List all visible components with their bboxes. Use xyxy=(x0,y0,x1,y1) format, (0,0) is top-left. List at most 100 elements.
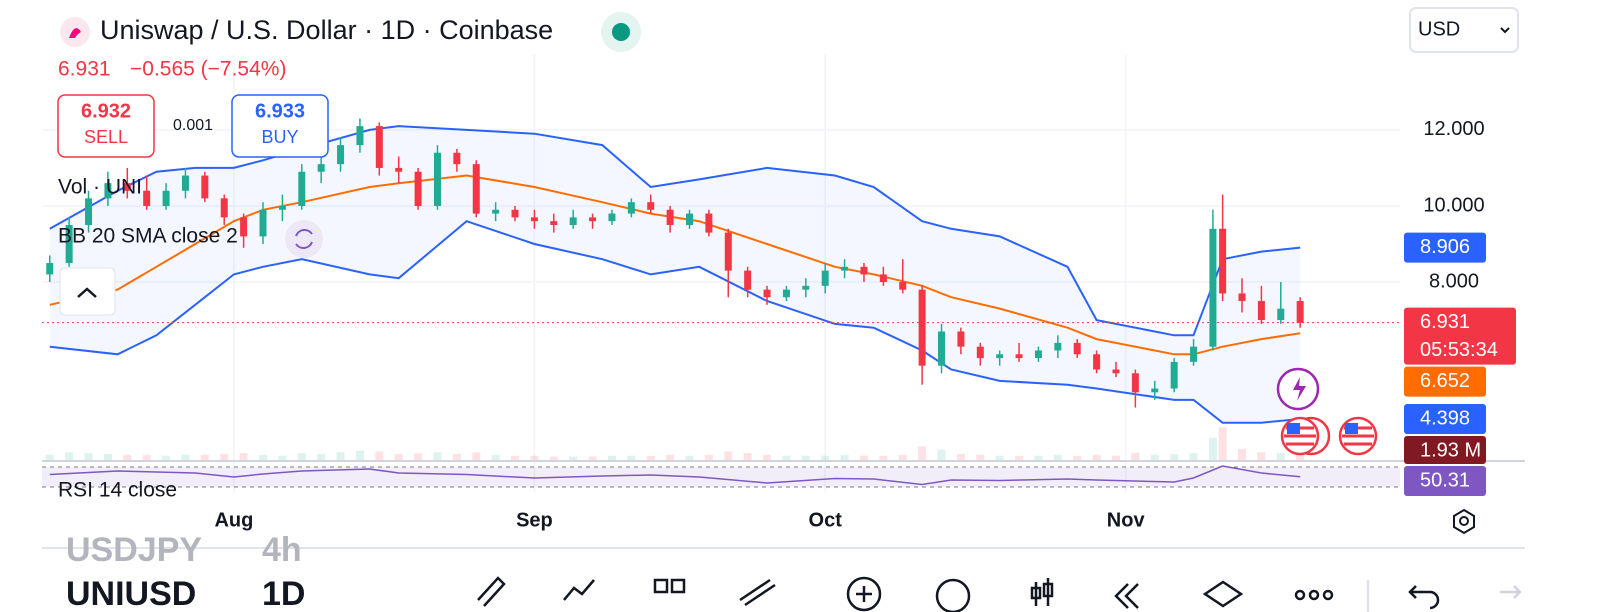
candle-body xyxy=(123,183,131,191)
tool-more[interactable] xyxy=(1294,589,1306,601)
price-label: 8.906 xyxy=(1420,236,1470,258)
collapse-legend[interactable] xyxy=(59,267,116,316)
volume-bar xyxy=(879,455,888,460)
volume-bar xyxy=(724,451,733,460)
candle-body xyxy=(879,274,887,283)
tool-trend[interactable] xyxy=(563,579,595,601)
price-label-box xyxy=(1404,366,1486,397)
candle-body xyxy=(530,217,538,222)
volume-bar xyxy=(588,456,597,460)
candle-body xyxy=(1093,354,1101,370)
tool-fib[interactable] xyxy=(739,578,776,607)
tool-pencil[interactable] xyxy=(477,576,506,607)
volume-bar xyxy=(627,455,636,460)
candle-body xyxy=(802,285,810,290)
candle-body xyxy=(492,209,500,214)
volume-bar xyxy=(181,454,190,460)
volume-bar xyxy=(1218,427,1227,460)
watch-symbol[interactable]: UNIUSD xyxy=(66,575,196,612)
volume-bar xyxy=(918,446,927,460)
volume-bar xyxy=(704,454,713,460)
tool-replay[interactable] xyxy=(1114,583,1139,609)
volume-bar xyxy=(1189,453,1198,460)
candle-body xyxy=(938,331,946,366)
settings-button[interactable] xyxy=(1453,508,1475,535)
price-label-box xyxy=(1404,232,1486,263)
volume-bar xyxy=(821,455,830,460)
candle-body xyxy=(1151,388,1159,393)
tool-layouts[interactable] xyxy=(653,578,686,594)
price-label: 50.31 xyxy=(1420,469,1470,491)
tool-alert[interactable] xyxy=(935,578,971,612)
volume-bar xyxy=(569,456,578,460)
y-tick-label: 12.000 xyxy=(1423,118,1484,140)
candle-body xyxy=(1257,301,1265,321)
volume-bar xyxy=(1131,453,1140,460)
candle-body xyxy=(569,217,577,225)
x-tick-label: Oct xyxy=(809,509,843,531)
candle-body xyxy=(1190,346,1198,362)
volume-bar xyxy=(65,452,74,460)
indicator-settings[interactable] xyxy=(285,220,323,258)
lightning xyxy=(1293,377,1306,401)
price-label: 6.931 xyxy=(1420,311,1470,333)
candle-body xyxy=(1219,228,1227,294)
sell-button[interactable] xyxy=(57,94,155,158)
volume-bar xyxy=(937,449,946,460)
volume-bar xyxy=(1073,455,1082,460)
volume-bar xyxy=(452,454,461,460)
candle-body xyxy=(744,270,752,290)
settings-dot xyxy=(1459,516,1469,526)
volume-bar xyxy=(317,454,326,460)
currency-label: USD xyxy=(1418,18,1460,40)
volume-bar xyxy=(1257,452,1266,460)
rsi-line xyxy=(49,465,1301,486)
volume-bar xyxy=(763,454,772,460)
volume-bar xyxy=(646,455,655,460)
volume-bar xyxy=(976,454,985,460)
candle-body xyxy=(860,266,868,275)
rsi-band xyxy=(42,467,1400,487)
watch-symbol[interactable]: USDJPY xyxy=(66,531,202,569)
volume-bar xyxy=(45,454,54,460)
tool-layers[interactable] xyxy=(1202,580,1244,608)
candle-body xyxy=(143,190,151,206)
volume-bar xyxy=(1034,455,1043,460)
volume-bar xyxy=(259,454,268,460)
candle-body xyxy=(957,331,965,347)
volume-bar xyxy=(472,452,481,460)
price-label: 6.652 xyxy=(1420,370,1470,392)
buy-button[interactable] xyxy=(231,94,329,158)
tool-add[interactable] xyxy=(846,576,882,612)
candle-body xyxy=(220,198,228,218)
tool-bars[interactable] xyxy=(1030,578,1054,606)
price-label-box xyxy=(1404,404,1486,435)
volume-bar xyxy=(859,455,868,460)
currency-select[interactable] xyxy=(1409,7,1519,53)
candle-body xyxy=(1277,308,1285,321)
volume-bar xyxy=(840,454,849,460)
tool-more-dot xyxy=(1308,589,1320,601)
candle-body xyxy=(65,224,73,264)
price-label: 4.398 xyxy=(1420,407,1470,429)
tool-undo[interactable] xyxy=(1408,585,1440,610)
candle-body xyxy=(1296,301,1304,323)
volume-bar xyxy=(1170,454,1179,460)
candle-body xyxy=(589,217,597,222)
candle-body xyxy=(899,282,907,290)
candle-body xyxy=(1238,293,1246,302)
flag-canton xyxy=(1345,423,1358,434)
tool-redo[interactable] xyxy=(1500,585,1522,599)
bollinger-legend: BB 20 SMA close 2 xyxy=(58,225,238,248)
refresh-icon xyxy=(295,229,313,249)
x-tick-label: Aug xyxy=(214,509,253,531)
candle-body xyxy=(782,289,790,298)
volume-bar xyxy=(511,455,520,460)
candle-body xyxy=(763,289,771,298)
volume-bar xyxy=(336,452,345,460)
candle-body xyxy=(821,270,829,286)
volume-bar xyxy=(666,454,675,460)
volume-bar xyxy=(1015,455,1024,460)
y-tick-label: 10.000 xyxy=(1423,194,1484,216)
